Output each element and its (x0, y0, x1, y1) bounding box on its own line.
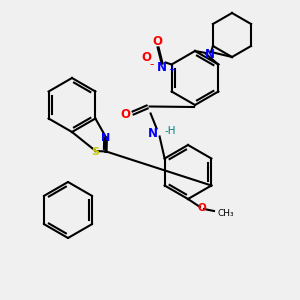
Text: -: - (149, 58, 154, 71)
Text: O: O (153, 35, 163, 48)
Text: O: O (121, 108, 130, 121)
Text: -H: -H (165, 127, 176, 136)
Text: +: + (168, 64, 175, 74)
Text: O: O (142, 51, 152, 64)
Text: N: N (157, 61, 166, 74)
Text: N: N (148, 127, 158, 140)
Text: O: O (198, 203, 206, 213)
Text: N: N (205, 49, 215, 62)
Text: N: N (101, 133, 110, 143)
Text: CH₃: CH₃ (218, 208, 235, 217)
Text: S: S (92, 147, 100, 157)
